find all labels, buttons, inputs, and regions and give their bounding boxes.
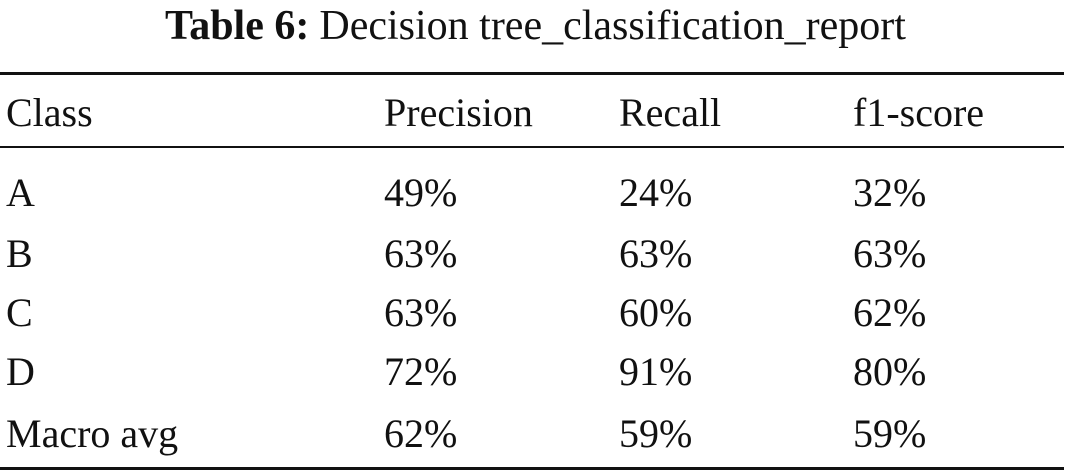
cell-f1-score: 80% bbox=[853, 349, 927, 394]
table-top-rule bbox=[0, 72, 1064, 75]
header-recall: Recall bbox=[619, 90, 722, 135]
cell-class: D bbox=[6, 349, 35, 394]
header-class: Class bbox=[6, 90, 93, 135]
cell-recall: 60% bbox=[619, 290, 693, 335]
header-precision: Precision bbox=[384, 90, 533, 135]
cell-precision: 72% bbox=[384, 349, 458, 394]
cell-class: A bbox=[6, 170, 35, 215]
cell-f1-score: 32% bbox=[853, 170, 927, 215]
header-f1-score: f1-score bbox=[853, 90, 985, 135]
cell-precision: 63% bbox=[384, 231, 458, 276]
cell-recall: 59% bbox=[619, 411, 693, 456]
cell-recall: 91% bbox=[619, 349, 693, 394]
cell-f1-score: 63% bbox=[853, 231, 927, 276]
cell-recall: 24% bbox=[619, 170, 693, 215]
cell-precision: 49% bbox=[384, 170, 458, 215]
cell-f1-score: 62% bbox=[853, 290, 927, 335]
table-caption-label: Table 6: bbox=[165, 3, 310, 49]
cell-class: Macro avg bbox=[6, 411, 179, 456]
table-bottom-rule bbox=[0, 467, 1064, 470]
table-caption: Table 6: Decision tree_classification_rep… bbox=[0, 2, 1071, 50]
cell-precision: 63% bbox=[384, 290, 458, 335]
cell-f1-score: 59% bbox=[853, 411, 927, 456]
table-header-rule bbox=[0, 146, 1064, 148]
cell-class: B bbox=[6, 231, 33, 276]
table-caption-title: Decision tree_classification_report bbox=[319, 3, 906, 49]
cell-precision: 62% bbox=[384, 411, 458, 456]
cell-class: C bbox=[6, 290, 33, 335]
cell-recall: 63% bbox=[619, 231, 693, 276]
